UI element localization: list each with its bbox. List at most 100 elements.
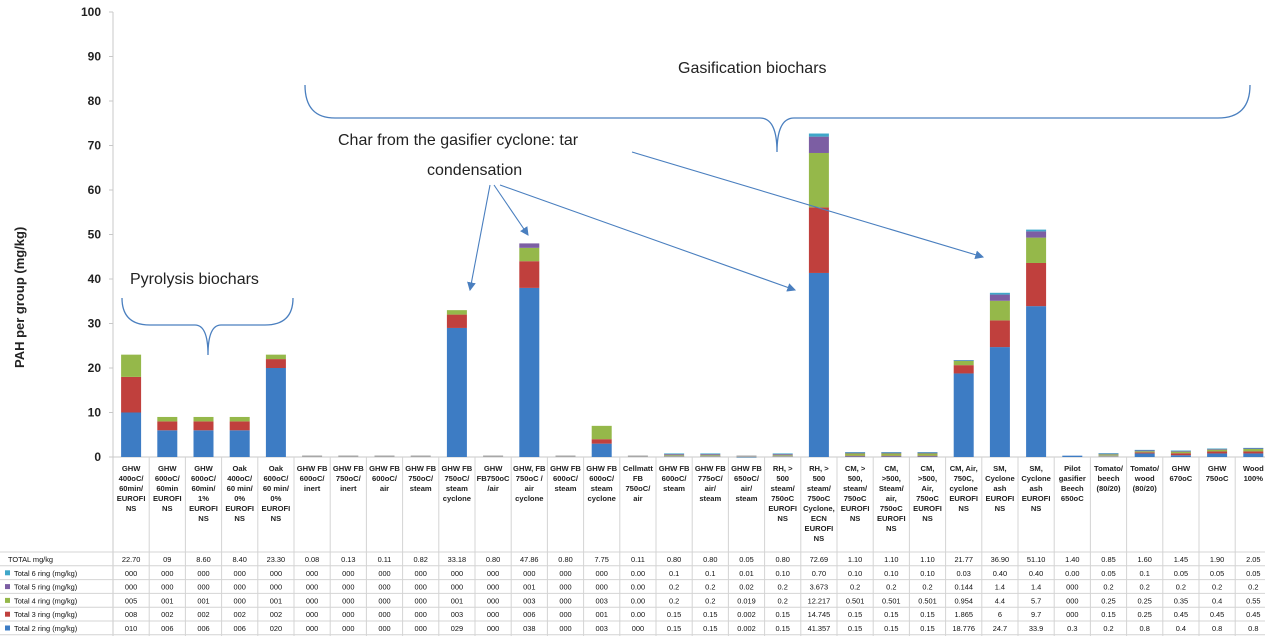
gasification-annotation: Gasification biochars [678, 60, 827, 77]
bar-segment [265, 368, 286, 457]
table-cell: 000 [342, 583, 354, 592]
table-cell: 0.2 [1248, 583, 1258, 592]
bar-segment [881, 452, 902, 453]
table-cell: 21.77 [954, 555, 973, 564]
y-tick-label: 100 [81, 5, 101, 19]
table-cell: 24.7 [993, 624, 1007, 633]
bar-segment [881, 452, 902, 454]
category-label-line: NS [234, 514, 245, 523]
table-cell: 0.05 [1210, 569, 1224, 578]
annotation-arrow [499, 184, 797, 292]
bar-segment [591, 425, 612, 440]
bars-layer [121, 133, 1264, 458]
bar-segment [989, 347, 1010, 457]
category-label-line: CM, [921, 464, 935, 473]
legend-key [5, 611, 10, 617]
category-label-line: GHW [484, 464, 503, 473]
bar-segment [1170, 451, 1191, 454]
category-label-line: 400oC/ [227, 474, 253, 483]
bar-segment [989, 320, 1010, 348]
table-cell: 000 [378, 583, 390, 592]
category-label: CM, Air, 750C, cyclone EUROFI NS [949, 464, 978, 513]
table-cell: 006 [161, 624, 173, 633]
category-label: GHW FB 600oC/steam cyclone [586, 464, 617, 503]
table-cell: 0.1 [705, 569, 715, 578]
table-row-label: Total 6 ring (mg/kg) [14, 569, 77, 578]
table-cell: 0.85 [1101, 555, 1115, 564]
category-label-line: steam [699, 494, 721, 503]
category-label: Cellmatt FB 750oC/air [623, 464, 653, 503]
table-row-label: Total 3 ring (mg/kg) [14, 610, 77, 619]
table-cell: 0.00 [631, 596, 645, 605]
bar-segment [229, 430, 250, 457]
bar-segment [1134, 452, 1155, 454]
bar-segment [917, 453, 938, 456]
bar-segment [302, 455, 323, 457]
table-cell: 7.75 [595, 555, 609, 564]
category-label-line: EUROFI [768, 504, 797, 513]
table-row-label: TOTAL mg/kg [8, 555, 53, 564]
table-cell: 000 [161, 569, 173, 578]
category-label-line: 100% [1244, 474, 1264, 483]
table-cell: 0.00 [1065, 569, 1079, 578]
category-label: Oak 600oC/60 min/0% EUROFI NS [262, 464, 291, 523]
category-label-line: cyclone [950, 484, 978, 493]
table-cell: 0.4 [1176, 624, 1186, 633]
bar-segment [845, 452, 866, 453]
category-label-line: NS [850, 514, 861, 523]
category-label: GHW FB 600oC/steam [550, 464, 581, 493]
table-cell: 0.15 [667, 624, 681, 633]
y-tick-label: 50 [88, 228, 102, 242]
category-label-line: NS [886, 524, 897, 533]
bar-segment [519, 243, 540, 248]
category-label: GHW FB750oC/air [477, 464, 510, 493]
table-cell: 0.8 [1248, 624, 1258, 633]
category-label-line: Steam/ [879, 484, 905, 493]
bar-segment [157, 430, 178, 457]
category-label-line: GHW FB [333, 464, 364, 473]
table-cell: 000 [234, 596, 246, 605]
table-cell: 0.3 [1067, 624, 1077, 633]
category-label-line: Cyclone, [803, 504, 835, 513]
category-label-line: NS [1031, 504, 1042, 513]
legend-key [5, 625, 10, 631]
bar-segment [1243, 453, 1264, 457]
bar-segment [736, 456, 757, 458]
table-cell: 1.45 [1174, 555, 1188, 564]
category-label: GHW FB 650oC/air/steam [731, 464, 762, 503]
table-cell: 0.2 [1212, 583, 1222, 592]
table-cell: 000 [270, 569, 282, 578]
bar-segment [591, 439, 612, 444]
category-label-line: Cyclone [985, 474, 1015, 483]
table-cell: 33.9 [1029, 624, 1043, 633]
category-label-line: NS [922, 514, 933, 523]
category-label: Pilot gasifier Beech 650oC [1059, 464, 1086, 503]
bar-segment [808, 136, 829, 153]
category-label: GHW 670oC [1170, 464, 1193, 483]
bar-segment [157, 421, 178, 431]
annotation-arrow [631, 151, 985, 260]
table-cell: 010 [125, 624, 137, 633]
bar-segment [736, 455, 757, 457]
category-label-line: 600oC/ [372, 474, 398, 483]
category-label-line: GHW FB [695, 464, 726, 473]
table-cell: 003 [451, 610, 463, 619]
table-cell: 0.11 [631, 555, 645, 564]
bar-segment [881, 453, 902, 456]
table-cell: 33.18 [448, 555, 467, 564]
category-label-line: 500, [848, 474, 863, 483]
category-label-line: 750oC [844, 494, 867, 503]
table-cell: 000 [1066, 583, 1078, 592]
category-label-line: EUROFI [877, 514, 906, 523]
bar-segment [1170, 453, 1191, 456]
table-cell: 000 [378, 624, 390, 633]
annotation-arrow [467, 184, 491, 292]
bar-segment [627, 455, 648, 457]
category-label-line: EUROFI [986, 494, 1015, 503]
table-cell: 029 [451, 624, 463, 633]
table-cell: 0.2 [1140, 583, 1150, 592]
category-label-line: NS [958, 504, 969, 513]
y-tick-label: 90 [88, 50, 102, 64]
bar-segment [229, 416, 250, 422]
table-cell: 0.2 [1103, 583, 1113, 592]
